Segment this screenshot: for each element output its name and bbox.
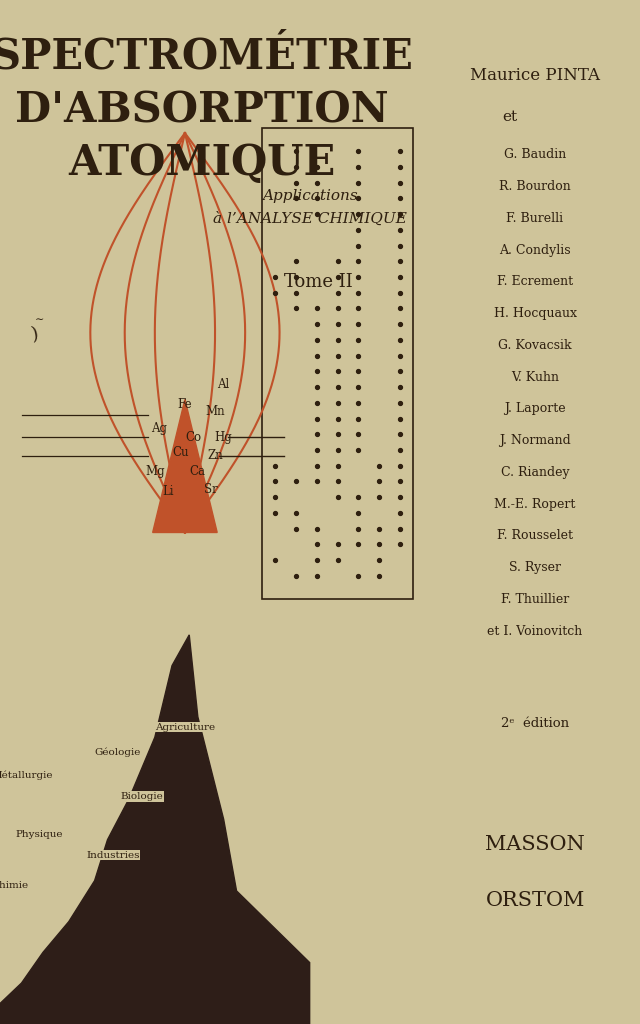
Text: Hg: Hg (215, 431, 232, 443)
Text: G. Baudin: G. Baudin (504, 148, 566, 162)
Text: ORSTOM: ORSTOM (485, 891, 585, 910)
Text: et: et (502, 110, 517, 124)
Text: SPECTROMÉTRIE: SPECTROMÉTRIE (0, 36, 413, 78)
Text: Maurice PINTA: Maurice PINTA (470, 67, 600, 84)
Text: Biologie: Biologie (120, 793, 163, 801)
Text: MASSON: MASSON (485, 835, 585, 854)
Text: S. Ryser: S. Ryser (509, 561, 561, 574)
Text: à l’ANALYSE CHIMIQUE: à l’ANALYSE CHIMIQUE (212, 212, 406, 226)
Polygon shape (153, 399, 217, 532)
Text: Métallurgie: Métallurgie (0, 770, 53, 780)
Text: Agriculture: Agriculture (155, 723, 215, 731)
Text: Al: Al (218, 378, 230, 390)
Text: Fe: Fe (178, 398, 192, 411)
Text: Co: Co (186, 431, 202, 443)
Text: Sr: Sr (204, 483, 218, 496)
Text: Cu: Cu (172, 446, 189, 459)
Text: F. Ecrement: F. Ecrement (497, 275, 573, 289)
Text: Physique: Physique (15, 830, 63, 839)
Text: ∼: ∼ (35, 314, 44, 325)
Text: J. Laporte: J. Laporte (504, 402, 566, 416)
Text: Ag: Ag (151, 422, 167, 434)
Text: Chimie: Chimie (0, 882, 29, 890)
Text: R. Bourdon: R. Bourdon (499, 180, 571, 194)
Text: ): ) (30, 325, 40, 344)
Text: F. Thuillier: F. Thuillier (501, 593, 569, 606)
Text: ATOMIQUE: ATOMIQUE (68, 142, 336, 184)
Text: V. Kuhn: V. Kuhn (511, 371, 559, 384)
Text: Mn: Mn (205, 406, 225, 418)
Text: Zn: Zn (207, 450, 223, 462)
Text: A. Condylis: A. Condylis (499, 244, 571, 257)
Text: F. Burelli: F. Burelli (506, 212, 564, 225)
Bar (262, 128, 413, 599)
Text: Ca: Ca (190, 465, 206, 477)
Text: G. Kovacsik: G. Kovacsik (498, 339, 572, 352)
Text: Mg: Mg (145, 465, 164, 477)
Text: F. Rousselet: F. Rousselet (497, 529, 573, 543)
Text: C. Riandey: C. Riandey (500, 466, 570, 479)
Text: H. Hocquaux: H. Hocquaux (493, 307, 577, 321)
Text: Tome II: Tome II (284, 273, 353, 292)
Text: et I. Voinovitch: et I. Voinovitch (488, 625, 582, 638)
Text: Industries: Industries (86, 851, 140, 859)
Text: Applications: Applications (262, 189, 358, 204)
Text: D'ABSORPTION: D'ABSORPTION (15, 89, 389, 131)
Text: Li: Li (162, 485, 173, 498)
Text: J. Normand: J. Normand (499, 434, 571, 447)
Text: Géologie: Géologie (95, 748, 141, 758)
Polygon shape (0, 635, 310, 1024)
Text: 2ᵉ  édition: 2ᵉ édition (501, 717, 569, 730)
Text: M.-E. Ropert: M.-E. Ropert (494, 498, 576, 511)
